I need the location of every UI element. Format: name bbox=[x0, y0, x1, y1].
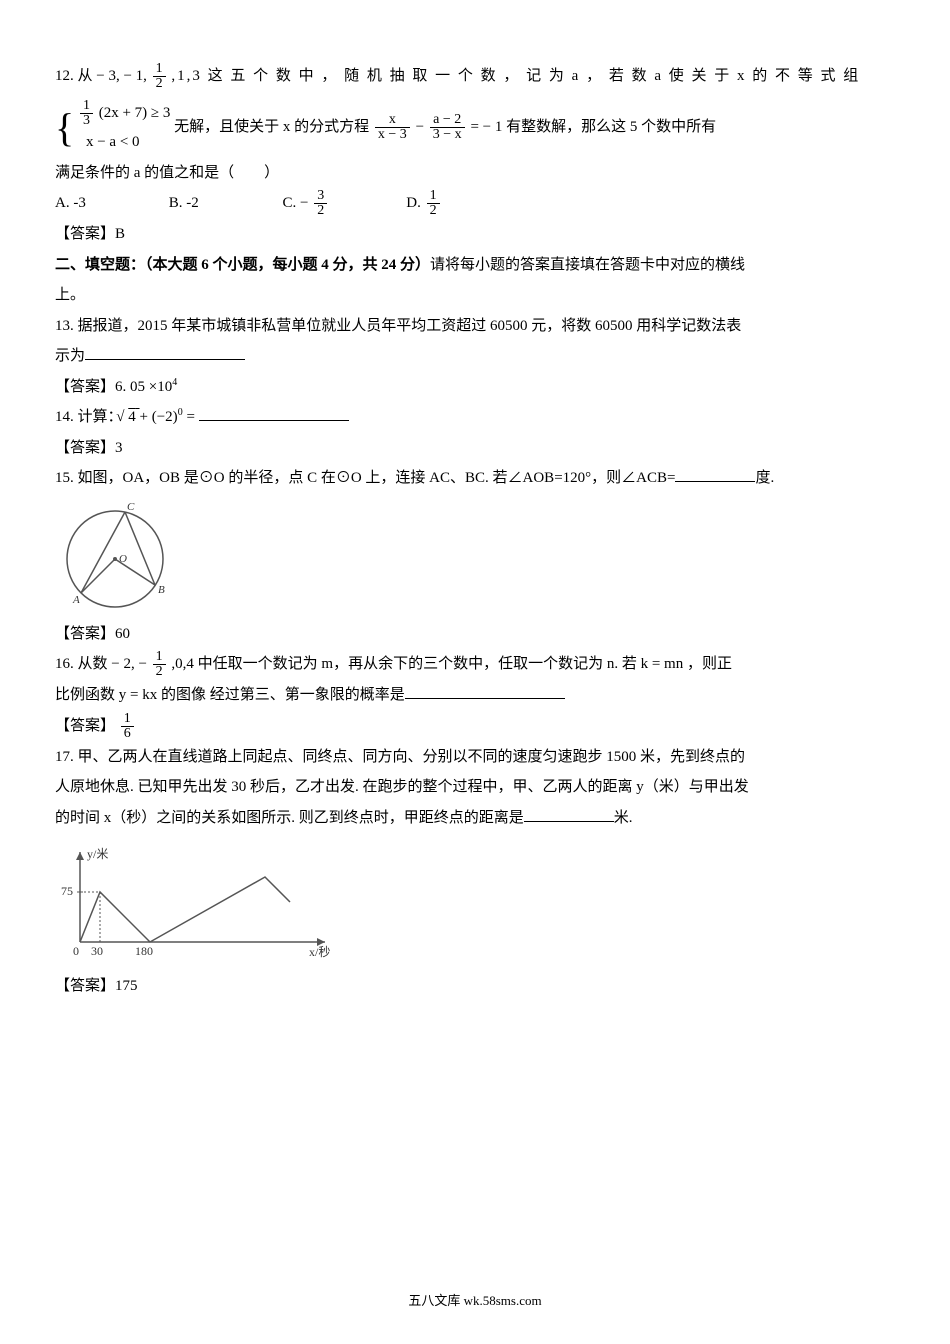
q16-blank bbox=[405, 683, 565, 699]
q12-mid2: = − 1 有整数解，那么这 5 个数中所有 bbox=[470, 119, 716, 135]
q12-opt-a: A. -3 bbox=[55, 189, 165, 218]
svg-text:180: 180 bbox=[135, 944, 153, 958]
q14-blank bbox=[199, 405, 349, 421]
q13-answer: 【答案】6. 05 ×104 bbox=[55, 373, 895, 402]
q17-line1: 17. 甲、乙两人在直线道路上同起点、同终点、同方向、分别以不同的速度匀速跑步 … bbox=[55, 743, 895, 772]
q12-frac1: 12 bbox=[153, 62, 166, 91]
q15-blank bbox=[675, 466, 755, 482]
q14-answer: 【答案】3 bbox=[55, 434, 895, 463]
q13-line2: 示为 bbox=[55, 342, 895, 371]
q12-frac3: a − 23 − x bbox=[430, 113, 465, 142]
q16-line2: 比例函数 y = kx 的图像 经过第三、第一象限的概率是 bbox=[55, 681, 895, 710]
q17-answer: 【答案】175 bbox=[55, 972, 895, 1001]
svg-text:30: 30 bbox=[91, 944, 103, 958]
q12-answer: 【答案】B bbox=[55, 220, 895, 249]
q15-answer: 【答案】60 bbox=[55, 620, 895, 649]
q14-line: 14. 计算： √4 + (−2)0 = bbox=[55, 403, 895, 432]
q12-after-frac1: ,1,3 这 五 个 数 中 ， 随 机 抽 取 一 个 数 ， 记 为 a ，… bbox=[171, 68, 860, 84]
q13-line1: 13. 据报道，2015 年某市城镇非私营单位就业人员年平均工资超过 60500… bbox=[55, 312, 895, 341]
q15-line: 15. 如图，OA，OB 是⊙O 的半径，点 C 在⊙O 上，连接 AC、BC.… bbox=[55, 464, 895, 493]
svg-text:75: 75 bbox=[61, 884, 73, 898]
page-footer: 五八文库 wk.58sms.com bbox=[0, 1289, 950, 1314]
section2-end: 上。 bbox=[55, 281, 895, 310]
q17-chart: y/米 x/秒 75 0 30 180 bbox=[55, 842, 895, 962]
svg-text:C: C bbox=[127, 501, 135, 513]
chart-ylabel: y/米 bbox=[87, 847, 108, 861]
q15-figure: C A B O bbox=[55, 499, 895, 614]
q17-blank bbox=[524, 806, 614, 822]
q12-frac2: xx − 3 bbox=[375, 113, 410, 142]
q12-line2: { 13 (2x + 7) ≥ 3 x − a < 0 无解，且使关于 x 的分… bbox=[55, 99, 895, 157]
q17-line3: 的时间 x（秒）之间的关系如图所示. 则乙到终点时，甲距终点的距离是米. bbox=[55, 804, 895, 833]
q12-options: A. -3 B. -2 C. − 32 D. 12 bbox=[55, 189, 895, 218]
q16-answer: 【答案】 16 bbox=[55, 712, 895, 741]
q13-blank bbox=[85, 344, 245, 360]
q12-opt-d: D. 12 bbox=[406, 189, 441, 218]
q12-opt-b: B. -2 bbox=[169, 189, 279, 218]
q12-prefix: 12. 从 − 3, − 1, bbox=[55, 68, 147, 84]
chart-xlabel: x/秒 bbox=[309, 945, 330, 959]
q16-line1: 16. 从数 − 2, − 12 ,0,4 中任取一个数记为 m，再从余下的三个… bbox=[55, 650, 895, 679]
svg-text:A: A bbox=[72, 594, 80, 606]
svg-text:B: B bbox=[158, 584, 165, 596]
section2-heading: 二、填空题：（本大题 6 个小题，每小题 4 分，共 24 分）请将每小题的答案… bbox=[55, 251, 895, 280]
q12-mid1: 无解，且使关于 x 的分式方程 bbox=[174, 119, 369, 135]
svg-text:O: O bbox=[119, 553, 127, 565]
q12-line3: 满足条件的 a 的值之和是（ ） bbox=[55, 159, 895, 188]
q12-system: 13 (2x + 7) ≥ 3 x − a < 0 bbox=[78, 99, 170, 157]
q17-line2: 人原地休息. 已知甲先出发 30 秒后，乙才出发. 在跑步的整个过程中，甲、乙两… bbox=[55, 773, 895, 802]
q12-line1: 12. 从 − 3, − 1, 12 ,1,3 这 五 个 数 中 ， 随 机 … bbox=[55, 62, 895, 91]
svg-text:0: 0 bbox=[73, 944, 79, 958]
q12-opt-c: C. − 32 bbox=[283, 189, 403, 218]
